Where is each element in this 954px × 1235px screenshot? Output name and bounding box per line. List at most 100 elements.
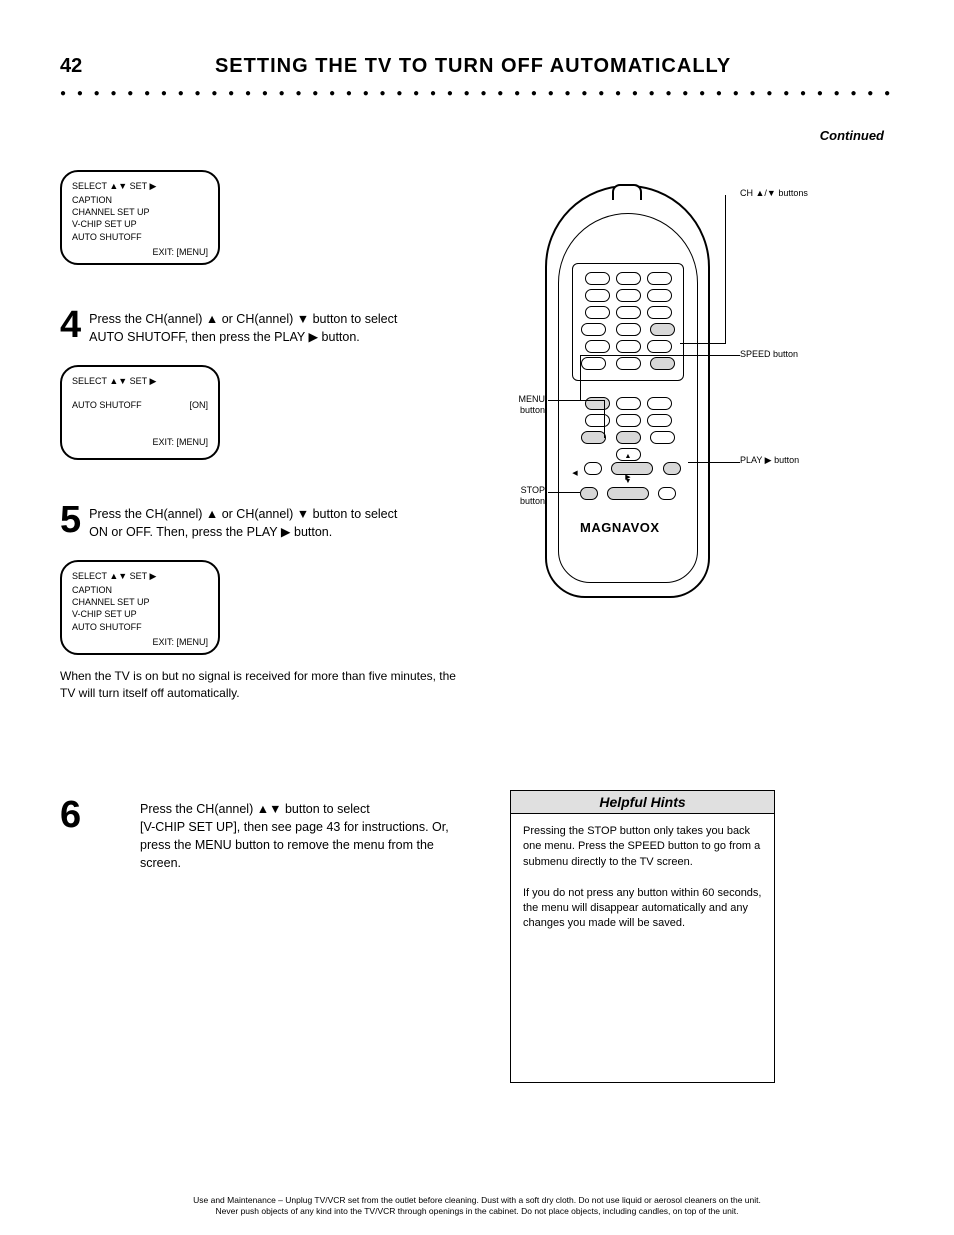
helpful-hints-box: Helpful Hints Pressing the STOP button o… <box>510 790 775 1083</box>
step6-l2: [V-CHIP SET UP], then see page 43 for in… <box>140 820 449 870</box>
step6-text: 6 Press the CH(annel) ▲▼ button to selec… <box>140 800 475 873</box>
up-arrow-icon-2: ▲ <box>206 507 218 521</box>
down-arrow-icon-2: ▼ <box>297 507 309 521</box>
btn-row: ◀ ▶ <box>572 460 684 478</box>
btn-row <box>573 338 683 355</box>
nav-bottom-center <box>607 487 649 500</box>
remote-button <box>616 397 641 410</box>
page-number: 42 <box>60 55 82 78</box>
ch-up-button <box>650 323 675 336</box>
page: 42 SETTING THE TV TO TURN OFF AUTOMATICA… <box>0 0 954 1235</box>
tips-body: Pressing the STOP button only takes you … <box>511 814 774 942</box>
osd3-select-row: SELECT ▲▼ SET ▶ <box>72 570 208 582</box>
step4-l1b: or CH(annel) <box>218 312 297 326</box>
osd3-item1: CAPTION <box>72 584 208 596</box>
osd3-item2: CHANNEL SET UP <box>72 596 208 608</box>
label-menu: MENU button <box>500 394 545 416</box>
remote-button <box>650 431 675 444</box>
remote-button <box>581 323 606 336</box>
play-arrow-icon-2: ▶ <box>281 525 291 539</box>
remote-button <box>585 306 610 319</box>
remote-button <box>647 397 672 410</box>
label-speed: SPEED button <box>740 349 798 360</box>
ch-down-button <box>650 357 675 370</box>
menu-button <box>616 431 641 444</box>
remote-brand: MAGNAVOX <box>580 520 660 535</box>
nav-left-label: ◀ <box>572 470 577 477</box>
btn-row-ch <box>573 321 683 338</box>
step4-l1a: Press the CH(annel) <box>89 312 206 326</box>
remote-button <box>616 340 641 353</box>
leader-speed-v <box>580 355 581 401</box>
osd2-exit: EXIT: [MENU] <box>72 436 208 448</box>
step6-number: 6 <box>60 798 81 832</box>
step5-text: 5 Press the CH(annel) ▲ or CH(annel) ▼ b… <box>60 505 475 541</box>
btn-row-ch2 <box>573 355 683 372</box>
remote-button <box>585 340 610 353</box>
remote-button <box>647 306 672 319</box>
step4-l2b: button. <box>318 330 360 344</box>
remote-nav-cluster: ▲ ◀ ▶ ▼ <box>572 453 684 502</box>
remote-button <box>647 272 672 285</box>
remote-button <box>585 414 610 427</box>
remote-button <box>616 272 641 285</box>
speed-button <box>585 397 610 410</box>
remote-button <box>616 357 641 370</box>
osd1-item3: V-CHIP SET UP <box>72 218 208 230</box>
step5-l2b: button. <box>291 525 333 539</box>
osd1-item4: AUTO SHUTOFF <box>72 231 208 243</box>
step6-l1a: Press the CH(annel) <box>140 802 257 816</box>
step5-l1a: Press the CH(annel) <box>89 507 206 521</box>
leader-speed <box>580 355 740 356</box>
header-row: 42 SETTING THE TV TO TURN OFF AUTOMATICA… <box>60 55 894 78</box>
down-arrow-icon: ▼ <box>297 312 309 326</box>
leader-menu-v <box>604 400 605 438</box>
osd2-label: AUTO SHUTOFF <box>72 399 142 411</box>
step4-number: 4 <box>60 308 81 342</box>
play-button <box>663 462 681 475</box>
header-title: SETTING THE TV TO TURN OFF AUTOMATICALLY <box>215 55 731 78</box>
nav-left-button <box>584 462 602 475</box>
label-stop: STOP button <box>500 485 545 507</box>
play-arrow-icon: ▶ <box>308 330 318 344</box>
btn-row <box>572 395 684 412</box>
osd-box-3: SELECT ▲▼ SET ▶ CAPTION CHANNEL SET UP V… <box>60 560 220 655</box>
remote-button <box>585 289 610 302</box>
step5-l1b: or CH(annel) <box>218 507 297 521</box>
btn-row <box>572 412 684 429</box>
remote-ir-window <box>612 184 642 200</box>
osd1-item2: CHANNEL SET UP <box>72 206 208 218</box>
remote-button <box>647 289 672 302</box>
tips-title: Helpful Hints <box>511 791 774 814</box>
step5-l2a: ON or OFF. Then, press the PLAY <box>89 525 281 539</box>
btn-row <box>573 287 683 304</box>
osd2-value: [ON] <box>189 399 208 411</box>
osd1-item1: CAPTION <box>72 194 208 206</box>
step5-number: 5 <box>60 503 81 537</box>
leader-menu <box>548 400 604 401</box>
remote-upper-grid <box>572 263 684 381</box>
leader-ch <box>725 195 726 343</box>
stop-button <box>580 487 598 500</box>
step6-l1b: button to select <box>281 802 369 816</box>
remote-button <box>581 357 606 370</box>
osd3-exit: EXIT: [MENU] <box>72 636 208 648</box>
leader-stop <box>548 492 580 493</box>
remote-button <box>616 306 641 319</box>
osd-box-2: SELECT ▲▼ SET ▶ AUTO SHUTOFF [ON] EXIT: … <box>60 365 220 460</box>
menu-highlight-button <box>581 431 606 444</box>
nav-center-button <box>611 462 653 475</box>
osd2-select-row: SELECT ▲▼ SET ▶ <box>72 375 208 387</box>
osd1-exit: EXIT: [MENU] <box>72 246 208 258</box>
btn-row <box>573 270 683 287</box>
osd-box-1: SELECT ▲▼ SET ▶ CAPTION CHANNEL SET UP V… <box>60 170 220 265</box>
remote-button <box>616 289 641 302</box>
header-dots: ● ● ● ● ● ● ● ● ● ● ● ● ● ● ● ● ● ● ● ● … <box>60 88 894 99</box>
osd3-item3: V-CHIP SET UP <box>72 608 208 620</box>
step5-note: When the TV is on but no signal is recei… <box>60 668 460 703</box>
continued-label: Continued <box>820 128 884 143</box>
footer-text: Use and Maintenance – Unplug TV/VCR set … <box>0 1195 954 1217</box>
updown-arrow-icon: ▲▼ <box>257 802 282 816</box>
remote-button <box>585 272 610 285</box>
remote-diagram: ▲ ◀ ▶ ▼ MAGNAVOX <box>530 185 725 600</box>
